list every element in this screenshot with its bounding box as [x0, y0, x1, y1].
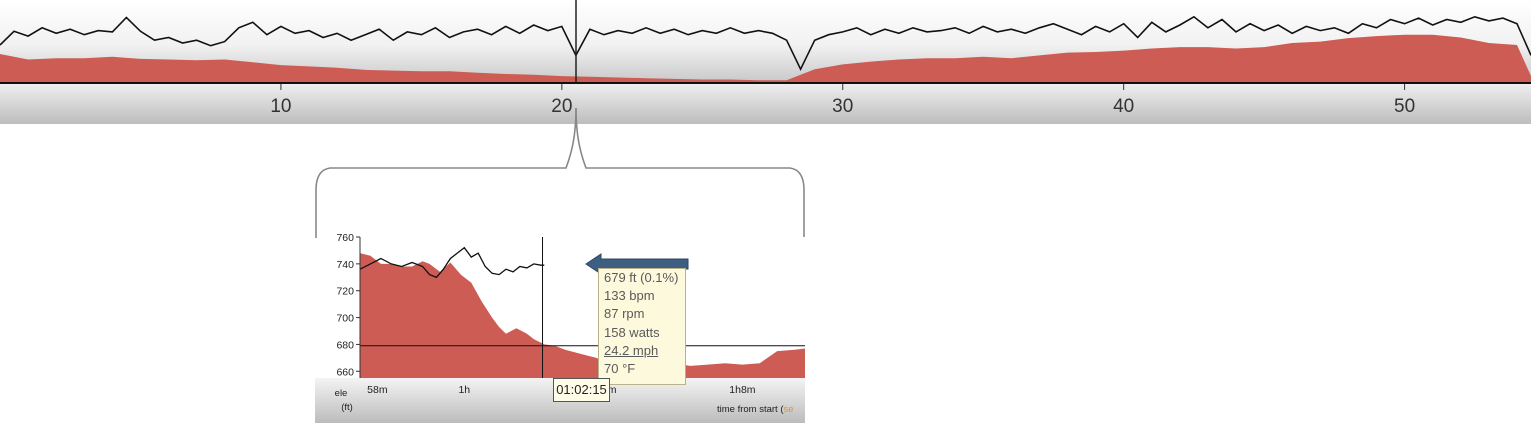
overview-x-tick-label: 40 [1113, 96, 1134, 117]
zoom-y-tick-label: 740 [336, 259, 354, 271]
zoom-x-axis-units-link[interactable]: se [783, 404, 794, 415]
callout-connector-left [315, 107, 577, 238]
zoom-y-tick-label: 760 [336, 232, 354, 244]
tooltip-temperature: 70 °F [604, 361, 636, 377]
zoom-x-axis-caption[interactable]: time from start (se [717, 404, 794, 415]
overview-x-tick-label: 10 [270, 96, 291, 117]
tooltip-elevation: 679 ft (0.1%) [604, 270, 679, 285]
overview-chart[interactable]: 10 20 30 40 50 [0, 0, 1531, 124]
zoom-elevation-area [360, 253, 805, 378]
tooltip-heart-rate: 133 bpm [604, 288, 655, 304]
overview-heart-rate-line [0, 15, 1531, 72]
overview-x-axis: 10 20 30 40 50 [270, 84, 1415, 117]
zoom-x-axis-caption-text: time from start ( [717, 404, 784, 415]
zoom-y-tick-label: 660 [336, 366, 354, 378]
overview-x-tick-label: 30 [832, 96, 853, 117]
zoom-heart-rate-line [359, 246, 545, 279]
tooltip-power: 158 watts [604, 324, 660, 340]
hover-tooltip: 679 ft (0.1%) 133 bpm 87 rpm 158 watts 2… [598, 268, 686, 385]
overview-x-tick-label: 50 [1394, 96, 1415, 117]
zoom-y-tick-label: 680 [336, 339, 354, 351]
callout-connector-right [575, 107, 805, 238]
zoom-x-tick-label: 58m [367, 384, 388, 396]
overview-x-tick-label: 20 [551, 96, 572, 117]
zoom-y-axis: 760 740 720 700 680 660 [336, 232, 360, 378]
cursor-time-label: 01:02:15 [553, 378, 610, 402]
zoom-x-tick-label: 1h8m [729, 384, 756, 396]
tooltip-cadence: 87 rpm [604, 306, 645, 322]
zoom-y-axis-label-line2: (ft) [341, 402, 353, 413]
zoom-y-tick-label: 720 [336, 286, 354, 298]
zoom-y-tick-label: 700 [336, 313, 354, 325]
tooltip-speed: 24.2 mph [604, 342, 659, 358]
overview-x-axis-band [0, 84, 1531, 124]
overview-elevation-area [0, 34, 1531, 83]
zoom-x-tick-label: 1h [458, 384, 470, 396]
zoom-y-axis-label-line1: ele [335, 388, 348, 399]
